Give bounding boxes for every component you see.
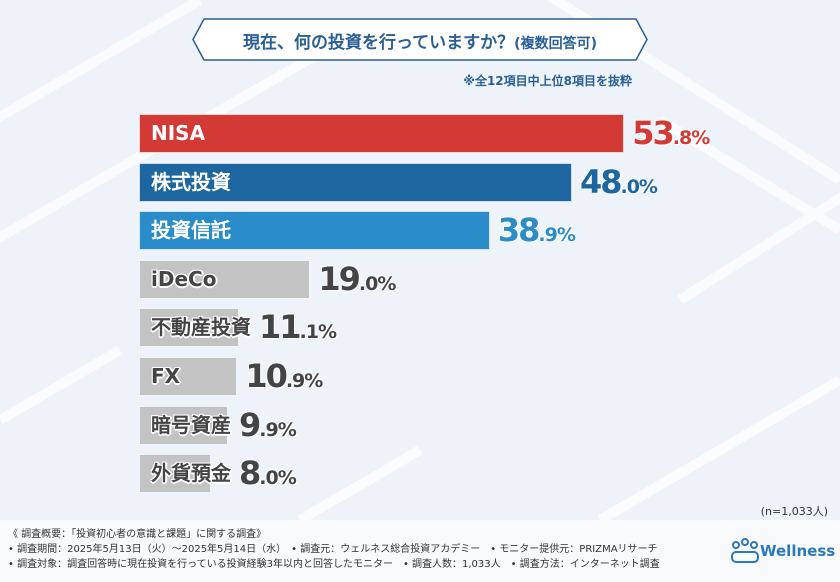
value-label: 9.9%: [239, 405, 297, 444]
survey-footer: 《 調査概要：「投資初心者の意識と課題」に関する調査》 • 調査期間：2025年…: [0, 520, 840, 582]
sample-size: (n=1,033人): [760, 505, 828, 518]
category-label: 株式投資: [151, 169, 231, 194]
category-label: 外貨預金: [151, 461, 231, 486]
bar-5: [139, 357, 238, 396]
value-label: 53.8%: [632, 114, 710, 152]
footer-line-1: 《 調査概要：「投資初心者の意識と課題」に関する調査》: [8, 529, 267, 540]
category-label: iDeCo: [151, 266, 217, 291]
value-label: 11.1%: [259, 308, 337, 347]
question-title: 現在、何の投資を行っていますか？(複数回答可): [192, 18, 648, 61]
logo-people-icon: [731, 538, 759, 563]
value-label: 48.0%: [579, 162, 658, 201]
category-label: 投資信託: [151, 218, 231, 243]
bar-2: [139, 211, 490, 251]
logo-text: Wellness: [760, 542, 836, 560]
value-label: 10.9%: [245, 357, 323, 395]
category-label: FX: [151, 364, 181, 388]
footer-line-3: • 調査対象：調査回答時に現在投資を行っている投資経験3年以内と回答したモニター…: [8, 559, 660, 570]
category-label: NISA: [151, 121, 206, 145]
category-label: 暗号資産: [151, 412, 231, 437]
subset-note: ※全12項目中上位8項目を抜粋: [463, 74, 632, 88]
bar-3: [139, 259, 311, 299]
title-main: 現在、何の投資を行っていますか？: [243, 33, 515, 53]
bar-7: [139, 454, 212, 494]
value-label: 38.9%: [497, 211, 576, 250]
bar-0: [139, 114, 625, 153]
title-sub: (複数回答可): [514, 36, 597, 52]
footer-line-2: • 調査期間：2025年5月13日（火）～2025年5月14日（水） • 調査元…: [8, 544, 658, 555]
value-label: 8.0%: [239, 454, 297, 493]
category-label: 不動産投資: [151, 315, 251, 340]
bar-1: [139, 162, 572, 202]
wellness-logo: Wellness: [730, 536, 835, 566]
value-label: 19.0%: [318, 259, 396, 298]
bar-6: [139, 405, 229, 445]
bar-4: [139, 308, 240, 348]
